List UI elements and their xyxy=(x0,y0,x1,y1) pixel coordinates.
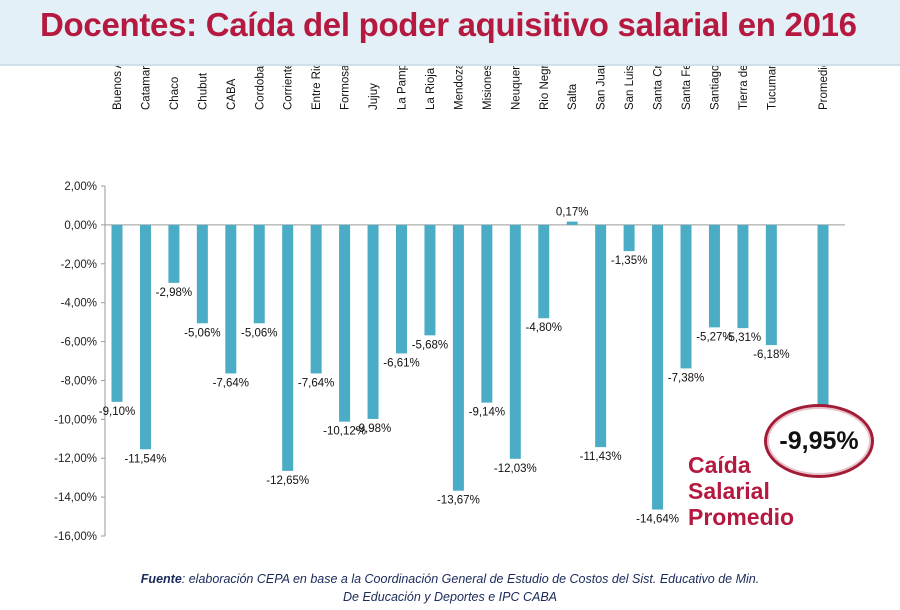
bar xyxy=(225,224,237,374)
y-tick-label: -14,00% xyxy=(54,492,97,504)
category-label: CABA xyxy=(226,78,238,110)
y-tick-label: 0,00% xyxy=(64,220,97,232)
category-label: Mendoza xyxy=(453,66,465,110)
callout-line-2: Salarial xyxy=(688,478,770,504)
bar xyxy=(737,224,749,329)
bar xyxy=(367,224,379,419)
bar xyxy=(708,224,720,328)
data-label: -7,64% xyxy=(213,377,249,389)
category-label: Promedio xyxy=(818,66,830,110)
data-label: 0,17% xyxy=(556,207,589,219)
source-text-1: : elaboración CEPA en base a la Coordina… xyxy=(181,572,760,586)
y-tick-label: -10,00% xyxy=(54,414,97,426)
data-label: -6,18% xyxy=(753,349,789,361)
category-label: Santa Cruz xyxy=(653,66,665,110)
data-label: -5,68% xyxy=(412,339,448,351)
bar xyxy=(566,221,578,225)
category-label: La Pampa xyxy=(397,66,409,110)
category-label: Jujuy xyxy=(368,83,380,110)
bar xyxy=(339,224,351,422)
y-tick-label: -2,00% xyxy=(61,259,97,271)
bar xyxy=(310,224,322,374)
category-label: San Luis xyxy=(624,66,636,110)
bar xyxy=(253,224,265,324)
category-label: Salta xyxy=(567,83,579,110)
bar xyxy=(111,224,123,402)
data-label: -9,10% xyxy=(99,406,135,418)
data-label: -14,64% xyxy=(636,514,679,526)
data-label: -11,54% xyxy=(124,453,166,465)
data-label: -13,67% xyxy=(437,495,480,507)
data-label: -6,61% xyxy=(383,357,419,369)
bar xyxy=(396,224,407,354)
data-label: -9,14% xyxy=(469,407,505,419)
bar xyxy=(652,224,664,510)
data-label: -7,38% xyxy=(668,372,704,384)
category-label: Chaco xyxy=(169,77,181,110)
data-label: -4,80% xyxy=(526,322,562,334)
category-label: Neuquen xyxy=(510,66,522,110)
data-label: -9,98% xyxy=(355,423,391,435)
data-label: -11,43% xyxy=(580,451,622,463)
average-callout: Caída Salarial Promedio xyxy=(688,452,858,530)
bar xyxy=(196,224,208,324)
y-tick-label: -16,00% xyxy=(54,531,97,543)
category-label: Entre Rios xyxy=(311,66,323,110)
data-label: -5,31% xyxy=(725,332,761,344)
bar xyxy=(282,224,294,471)
bar xyxy=(168,224,180,283)
category-label: Buenos Aires xyxy=(112,66,124,110)
y-tick-label: -8,00% xyxy=(61,375,97,387)
bar xyxy=(595,224,607,448)
bar xyxy=(765,224,777,346)
average-value-badge: -9,95% xyxy=(764,404,874,478)
y-tick-label: 2,00% xyxy=(64,181,97,193)
category-label: Santa Fe xyxy=(681,66,693,110)
source-label: Fuente xyxy=(140,572,182,586)
data-label: -1,35% xyxy=(611,255,647,267)
category-label: Misiones xyxy=(482,66,494,110)
category-label: Catamarca xyxy=(140,66,152,110)
category-label: Chubut xyxy=(197,72,209,110)
category-label: Formosa xyxy=(340,66,352,110)
bar xyxy=(139,224,151,450)
source-note-line-2: De Educación y Deportes e IPC CABA xyxy=(343,590,557,604)
category-label: San Juan xyxy=(596,66,608,110)
data-label: -5,06% xyxy=(184,327,220,339)
category-label: Corrientes xyxy=(283,66,295,110)
category-label: La Rioja xyxy=(425,67,437,110)
bar xyxy=(680,224,692,369)
y-tick-label: -4,00% xyxy=(61,298,97,310)
category-label: Tierra del Fuego xyxy=(738,66,750,110)
bar xyxy=(481,224,493,403)
bar xyxy=(623,224,635,252)
bar-chart: 2,00% 0,00% -2,00% -4,00% -6,00% -8,00% -10,00… xyxy=(54,66,845,543)
title-banner: Docentes: Caída del poder aquisitivo sal… xyxy=(0,0,900,66)
callout-line-1: Caída xyxy=(688,452,751,478)
data-label: -7,64% xyxy=(298,377,334,389)
bar xyxy=(817,224,829,419)
category-label: Tucuman xyxy=(766,66,778,110)
source-note-line-1: Fuente: elaboración CEPA en base a la Co… xyxy=(0,572,900,586)
y-tick-label: -12,00% xyxy=(54,453,97,465)
y-tick-label: -6,00% xyxy=(61,337,97,349)
data-label: -5,06% xyxy=(241,327,277,339)
bar xyxy=(509,224,521,459)
data-label: -10,12% xyxy=(323,426,366,438)
data-label: -12,03% xyxy=(494,463,537,475)
category-label: Cordoba xyxy=(254,66,266,110)
bar xyxy=(424,224,436,336)
data-label: -12,65% xyxy=(266,475,309,487)
bar xyxy=(538,224,550,319)
category-label: Santiago del Estero xyxy=(709,66,721,110)
category-label: Rio Negro xyxy=(539,66,551,110)
data-label: -5,27% xyxy=(696,331,732,343)
data-label: -2,98% xyxy=(156,287,192,299)
callout-line-3: Promedio xyxy=(688,504,795,530)
bar xyxy=(452,224,464,491)
page-title: Docentes: Caída del poder aquisitivo sal… xyxy=(40,6,857,43)
